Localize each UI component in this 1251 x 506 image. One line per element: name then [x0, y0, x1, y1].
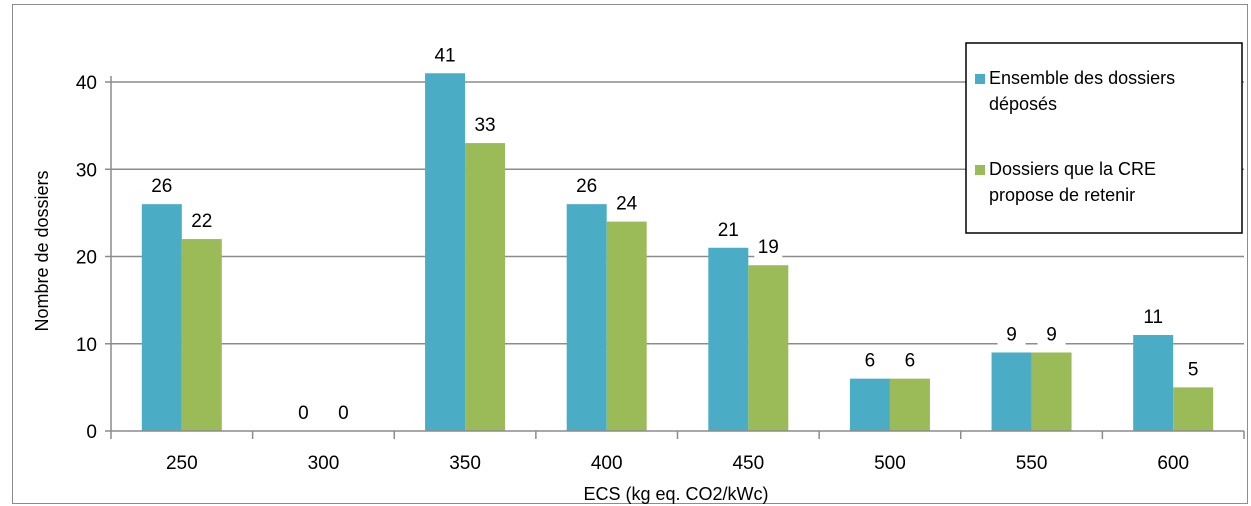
data-label: 11	[1143, 307, 1163, 328]
data-label-background	[997, 322, 1026, 347]
bar	[889, 378, 930, 431]
data-label-background	[431, 43, 460, 68]
data-label-background	[714, 217, 743, 242]
data-label: 0	[298, 403, 309, 424]
data-label: 9	[1046, 324, 1057, 345]
data-label: 41	[434, 45, 455, 66]
bar	[1133, 335, 1174, 431]
legend-label: Ensemble des dossiers	[989, 68, 1175, 88]
bar	[1173, 387, 1214, 431]
y-tick-label: 10	[76, 335, 97, 356]
bar	[566, 204, 607, 431]
bar	[606, 221, 647, 431]
data-label: 26	[576, 176, 597, 197]
data-label-background	[329, 401, 358, 425]
bar	[708, 247, 749, 431]
data-label: 33	[474, 115, 495, 136]
bar	[425, 73, 466, 432]
x-tick-label: 550	[1016, 453, 1048, 474]
data-label: 6	[905, 351, 916, 372]
x-tick-label: 450	[732, 453, 764, 474]
data-label: 19	[758, 237, 779, 258]
legend-swatch	[975, 74, 985, 84]
data-labels: 26 22 0 0 41 33 26 24 21 19 6 6 9 9 11 5	[147, 43, 1208, 425]
x-tick-label: 300	[308, 453, 340, 474]
bar	[1031, 352, 1072, 431]
bar	[849, 378, 890, 431]
data-label-background	[572, 174, 601, 199]
data-label-background	[147, 174, 176, 199]
legend-swatch	[975, 165, 985, 175]
y-axis-title: Nombre de dossiers	[32, 170, 52, 331]
legend-box	[965, 42, 1243, 234]
data-label-background	[187, 209, 216, 234]
legend-label: propose de retenir	[989, 185, 1135, 205]
legend-label: Dossiers que la CRE	[989, 159, 1156, 179]
x-tick-label: 350	[449, 453, 481, 474]
x-tick-label: 400	[591, 453, 623, 474]
data-label-background	[1037, 322, 1066, 347]
legend-label: déposés	[989, 94, 1057, 114]
data-label: 5	[1188, 359, 1199, 380]
bar	[465, 143, 506, 431]
bar	[181, 239, 222, 431]
bar	[991, 352, 1032, 431]
y-tick-label: 0	[86, 422, 97, 443]
data-label: 22	[191, 211, 212, 232]
data-label-background	[289, 401, 318, 425]
data-label-background	[754, 235, 783, 260]
x-tick-label: 250	[166, 453, 198, 474]
data-label: 6	[865, 351, 876, 372]
data-label-background	[471, 113, 500, 138]
bar	[141, 204, 182, 431]
data-label: 26	[151, 176, 172, 197]
x-tick-label: 500	[874, 453, 906, 474]
x-tick-label: 600	[1157, 453, 1189, 474]
x-axis-title: ECS (kg eq. CO2/kWc)	[583, 484, 768, 504]
bar	[748, 265, 789, 431]
data-label-background	[612, 191, 641, 216]
data-label-background	[855, 348, 884, 373]
legend: Ensemble des dossiers déposés Dossiers que…	[965, 42, 1243, 234]
data-label: 24	[616, 194, 638, 215]
data-label: 21	[718, 220, 739, 241]
data-label: 9	[1006, 324, 1017, 345]
data-label-background	[1179, 357, 1208, 382]
bars	[141, 73, 1214, 432]
data-label-background	[1139, 305, 1168, 330]
y-tick-label: 40	[76, 73, 97, 94]
data-label: 0	[338, 403, 349, 424]
y-tick-label: 20	[76, 248, 97, 269]
data-label-background	[895, 348, 924, 373]
y-tick-label: 30	[76, 160, 97, 181]
